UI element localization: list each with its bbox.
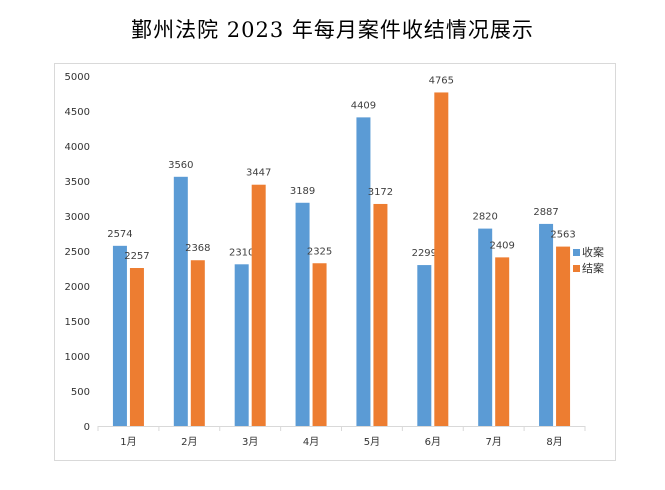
chart-title: 鄞州法院 2023 年每月案件收结情况展示 (131, 18, 534, 42)
data-label: 3447 (246, 168, 271, 179)
legend-label: 收案 (582, 245, 604, 259)
data-label: 4765 (429, 75, 454, 86)
bar-closed (373, 203, 388, 426)
bar-received (539, 223, 554, 426)
bar-received (417, 265, 432, 426)
x-category-label: 1月 (120, 436, 136, 448)
data-label: 4409 (351, 100, 376, 111)
y-tick-label: 3500 (65, 177, 90, 188)
data-label: 3172 (368, 187, 393, 198)
chart-frame (54, 63, 616, 461)
bar-closed (556, 246, 571, 426)
bar-closed (190, 260, 205, 426)
bar-closed (495, 257, 510, 426)
y-tick-label: 500 (71, 387, 90, 398)
y-tick-label: 0 (84, 422, 90, 433)
data-label: 2563 (550, 230, 575, 241)
bar-received (356, 117, 371, 427)
y-tick-label: 1000 (65, 352, 90, 363)
bar-closed (129, 268, 144, 426)
legend-label: 结案 (582, 261, 604, 275)
bar-closed (251, 184, 266, 426)
x-category-label: 5月 (364, 436, 380, 448)
y-tick-label: 2000 (65, 282, 90, 293)
bar-received (234, 264, 249, 426)
data-label: 2368 (185, 243, 210, 254)
x-category-label: 2月 (181, 436, 197, 448)
data-label: 2887 (533, 207, 558, 218)
y-tick-label: 4000 (65, 142, 90, 153)
x-category-label: 6月 (425, 436, 441, 448)
data-label: 2299 (412, 248, 437, 259)
y-tick-label: 2500 (65, 247, 90, 258)
legend-swatch (573, 249, 580, 256)
y-tick-label: 3000 (65, 212, 90, 223)
bar-received (112, 245, 127, 426)
y-tick-label: 5000 (65, 72, 90, 83)
data-label: 3560 (168, 160, 193, 171)
data-label: 2325 (307, 246, 332, 257)
y-tick-label: 1500 (65, 317, 90, 328)
x-category-label: 3月 (242, 436, 258, 448)
data-label: 3189 (290, 186, 315, 197)
x-category-label: 4月 (303, 436, 319, 448)
bar-closed (434, 92, 449, 426)
bar-closed (312, 263, 327, 426)
x-category-label: 7月 (486, 436, 502, 448)
data-label: 2820 (472, 212, 497, 223)
data-label: 2574 (107, 229, 132, 240)
data-label: 2257 (124, 251, 149, 262)
bar-received (173, 176, 188, 426)
data-label: 2409 (489, 240, 514, 251)
legend-swatch (573, 265, 580, 272)
data-label: 2310 (229, 247, 254, 258)
bar-received (478, 228, 493, 426)
y-tick-label: 4500 (65, 107, 90, 118)
bar-received (295, 202, 310, 426)
x-category-label: 8月 (546, 436, 562, 448)
